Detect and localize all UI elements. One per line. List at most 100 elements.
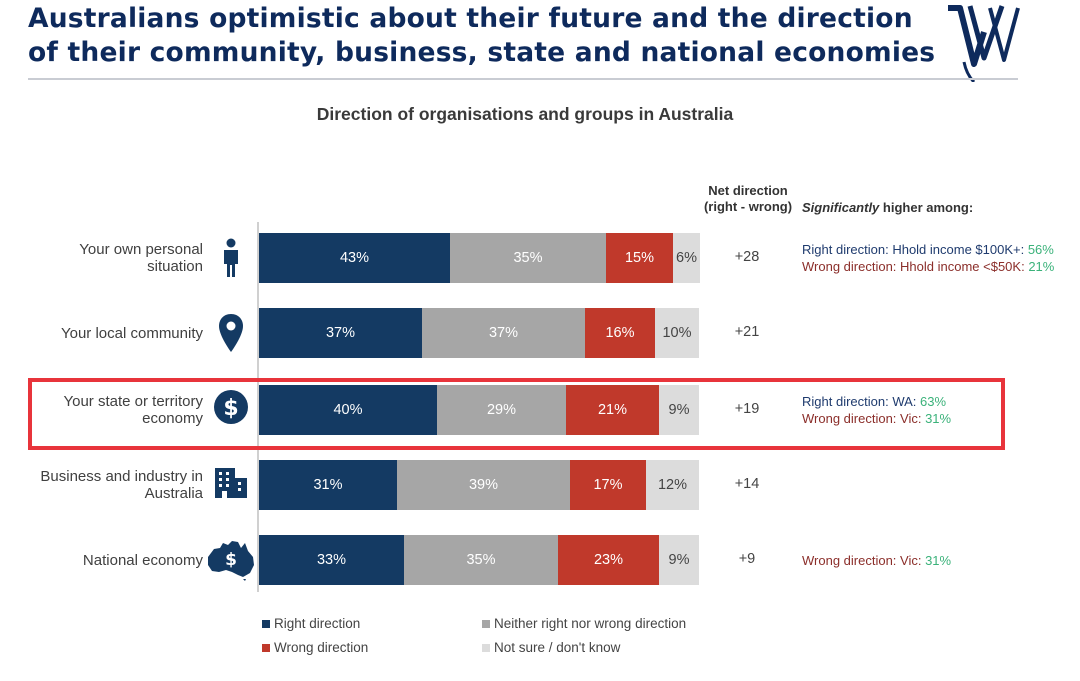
location-pin-icon xyxy=(216,312,246,354)
category-label-line: Your local community xyxy=(60,324,203,342)
category-label-line: economy xyxy=(142,410,203,427)
significance-note-pct: 56% xyxy=(1027,242,1054,257)
bar-segment-not-sure: 12% xyxy=(646,460,699,510)
significance-note-pct: 31% xyxy=(925,552,952,568)
bar-segment-right: 37% xyxy=(259,308,422,358)
net-direction-value: +21 xyxy=(734,324,760,340)
bar-segment-wrong: 15% xyxy=(606,233,673,283)
person-icon xyxy=(216,237,246,279)
category-label: Your local community xyxy=(13,325,203,342)
category-label-line: Australia xyxy=(144,485,203,502)
data-label: 37% xyxy=(325,325,356,341)
category-label-line: Your state or territory xyxy=(63,393,203,410)
headline-line-1: Australians optimistic about their futur… xyxy=(28,3,913,34)
significance-note-text: Wrong direction: Vic: xyxy=(802,552,926,568)
significance-note-wrong: Wrong direction: Vic: 31% xyxy=(802,552,951,569)
bar-segment-right: 40% xyxy=(259,385,437,435)
data-label: 6% xyxy=(676,250,697,266)
significance-note-text: Wrong direction: Hhold income <$50K: xyxy=(802,259,1029,274)
legend-item-wrong: Wrong direction xyxy=(262,640,368,655)
bar-segment-neither: 29% xyxy=(437,385,566,435)
legend-label-not-sure: Not sure / don't know xyxy=(494,640,621,655)
net-direction-header-line1: Net direction xyxy=(708,183,788,198)
bar-segment-neither: 39% xyxy=(397,460,570,510)
significance-note-pct: 21% xyxy=(1028,259,1055,274)
significance-note-text: Wrong direction: Vic: xyxy=(802,411,926,426)
significance-note-pct: 63% xyxy=(920,394,947,409)
net-direction-value: +28 xyxy=(734,249,760,265)
net-direction-header-line2: (right - wrong) xyxy=(703,199,793,214)
significance-header-rest: higher among: xyxy=(879,200,974,215)
data-label: 23% xyxy=(593,552,624,568)
category-label: Your own personal situation xyxy=(13,241,203,275)
bar-segment-not-sure: 9% xyxy=(659,385,699,435)
highlight-box xyxy=(28,378,1005,450)
category-label: Business and industry in Australia xyxy=(13,468,203,502)
dollar-icon: $ xyxy=(213,389,249,431)
significance-note-wrong: Wrong direction: Hhold income <$50K: 21% xyxy=(802,258,1054,275)
significance-header-em: Significantly xyxy=(802,200,880,215)
data-label: 12% xyxy=(657,477,688,493)
bar-segment-neither: 35% xyxy=(404,535,558,585)
significance-note-right: Right direction: Hhold income $100K+: 56… xyxy=(802,241,1054,258)
legend-item-right: Right direction xyxy=(262,616,360,631)
bar-segment-wrong: 21% xyxy=(566,385,659,435)
bar-segment-right: 31% xyxy=(259,460,397,510)
significance-note-text: Right direction: Hhold income $100K+: xyxy=(802,242,1028,257)
legend-item-not-sure: Not sure / don't know xyxy=(482,640,620,655)
significance-note-right: Right direction: WA: 63% xyxy=(802,393,946,410)
data-label: 17% xyxy=(593,477,623,493)
building-icon xyxy=(213,464,249,506)
data-label: 9% xyxy=(668,402,690,418)
category-label-line: National economy xyxy=(82,551,203,569)
headline: Australians optimistic about their futur… xyxy=(28,2,948,70)
bar-segment-not-sure: 10% xyxy=(655,308,699,358)
data-label: 15% xyxy=(624,250,655,266)
data-label: 31% xyxy=(313,477,343,493)
net-direction-value: +14 xyxy=(734,476,760,492)
significance-header: Significantly higher among: xyxy=(802,200,973,216)
data-label: 43% xyxy=(339,250,370,266)
data-label: 35% xyxy=(513,250,543,266)
category-axis-line xyxy=(257,222,259,592)
significance-note-text: Right direction: WA: xyxy=(802,394,921,409)
bar-segment-not-sure: 9% xyxy=(659,535,699,585)
legend-label-wrong: Wrong direction xyxy=(274,640,369,655)
svg-text:$: $ xyxy=(223,396,238,421)
data-label: 29% xyxy=(486,402,517,418)
headline-line-2: of their community, business, state and … xyxy=(28,37,936,68)
brand-logo-icon xyxy=(948,5,1020,82)
significance-note-pct: 31% xyxy=(925,411,952,426)
data-label: 16% xyxy=(605,325,635,341)
legend-label-neither: Neither right nor wrong direction xyxy=(494,616,687,631)
category-label-line: situation xyxy=(147,258,203,275)
header-divider xyxy=(28,78,1018,80)
data-label: 40% xyxy=(333,402,363,418)
net-direction-header: Net direction (right - wrong) xyxy=(690,183,806,215)
svg-text:$: $ xyxy=(225,550,237,570)
legend-label-right: Right direction xyxy=(274,616,361,631)
data-label: 39% xyxy=(468,477,499,493)
data-label: 21% xyxy=(597,402,628,418)
category-label: National economy xyxy=(13,552,203,569)
bar-segment-neither: 35% xyxy=(450,233,606,283)
category-label: Your state or territory economy xyxy=(13,393,203,427)
chart-title: Direction of organisations and groups in… xyxy=(316,104,734,124)
data-label: 35% xyxy=(466,552,496,568)
category-label-line: Your own personal xyxy=(79,241,203,258)
net-direction-value: +19 xyxy=(734,401,760,417)
bar-segment-wrong: 17% xyxy=(570,460,646,510)
bar-segment-neither: 37% xyxy=(422,308,585,358)
net-direction-value: +9 xyxy=(738,551,756,567)
bar-segment-right: 33% xyxy=(259,535,404,585)
significance-note-wrong: Wrong direction: Vic: 31% xyxy=(802,410,951,427)
legend-swatch-neither xyxy=(482,619,490,628)
data-label: 10% xyxy=(662,325,692,341)
bar-segment-not-sure: 6% xyxy=(673,233,700,283)
australia-map-icon: $ xyxy=(206,539,256,581)
bar-segment-wrong: 23% xyxy=(558,535,659,585)
legend-item-neither: Neither right nor wrong direction xyxy=(482,616,686,631)
legend-swatch-right xyxy=(262,619,270,628)
data-label: 37% xyxy=(488,325,519,341)
legend-swatch-wrong xyxy=(262,643,270,652)
